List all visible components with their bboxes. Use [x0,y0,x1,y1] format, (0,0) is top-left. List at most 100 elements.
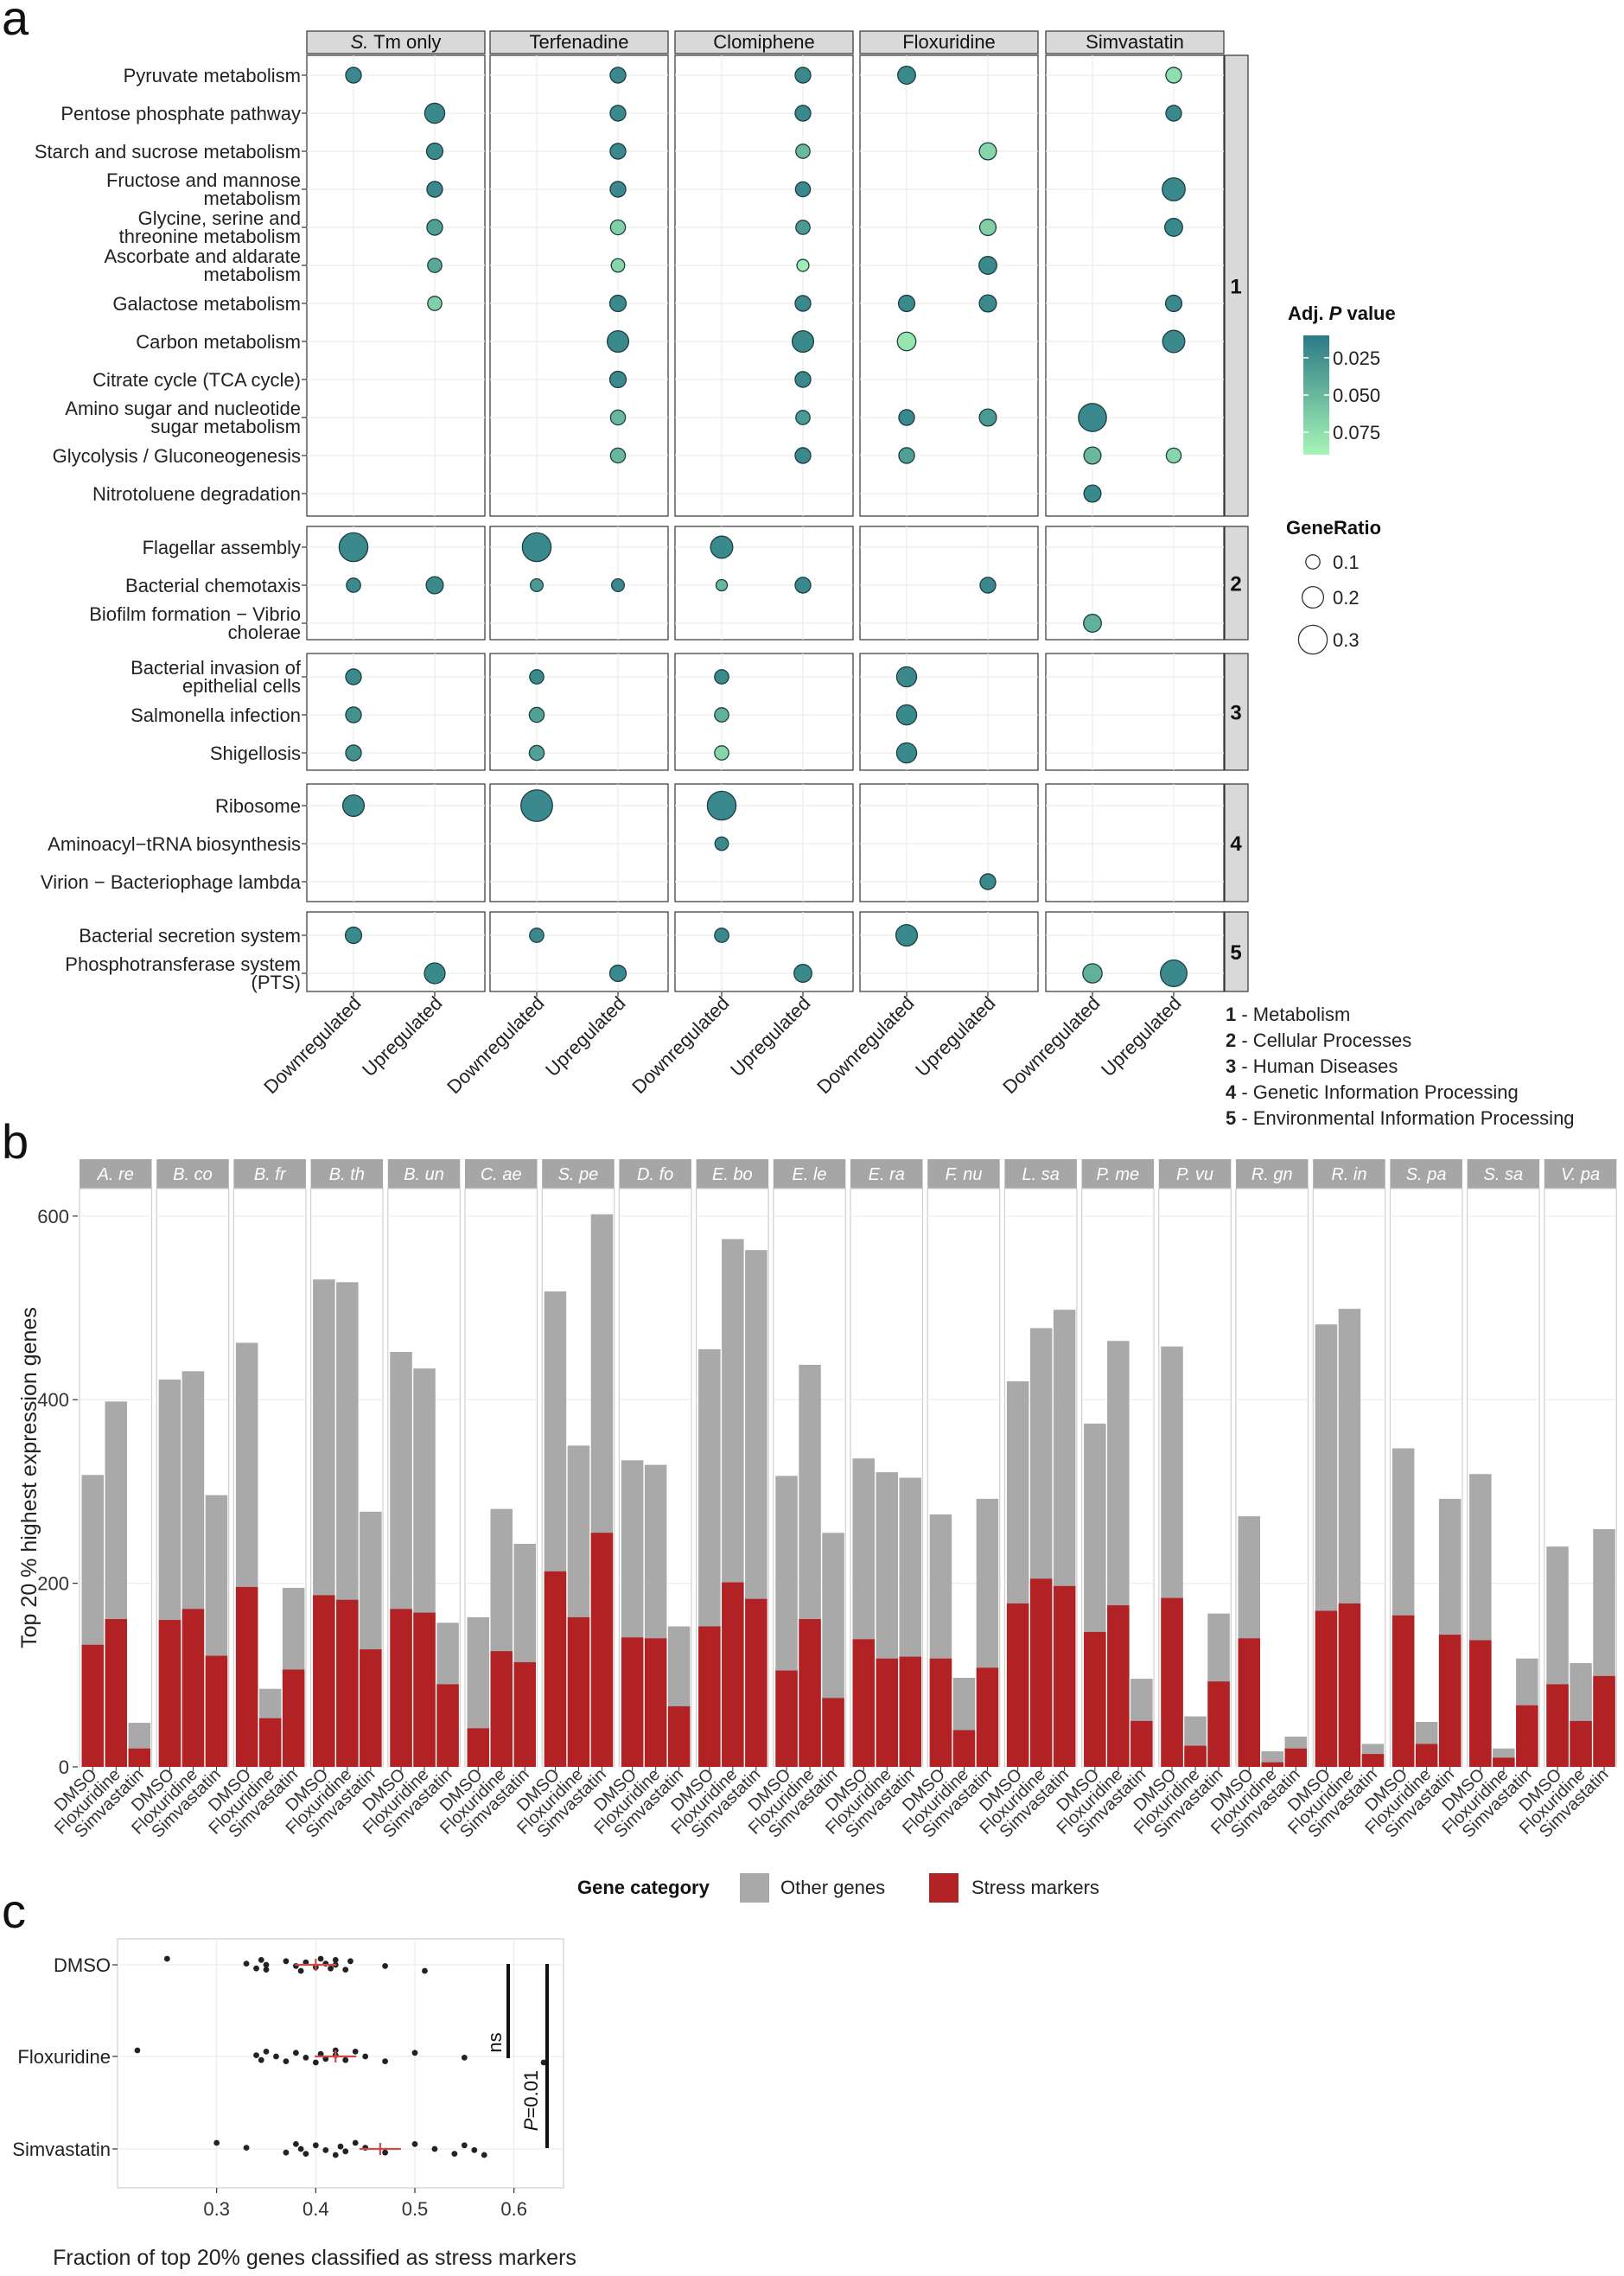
facet-panel-bg [674,653,854,771]
bubble-bacterial-chemotaxis-s-tm-only-upregulated [425,576,444,595]
bubble-starch-and-sucrose-metabolism-floxuridine-upregulated [978,142,997,161]
facet-strip-bg [859,30,1039,54]
bar-stress-v-pa-simvastatin [1593,1675,1615,1767]
color-legend: Adj. P value 0.025 0.050 0.075 [1288,303,1396,455]
bubble-bacterial-invasion-of-epithelial-cells-s-tm-only-downregulated [345,668,362,685]
bar-stress-a-re-simvastatin [128,1748,150,1767]
bar-stress-b-co-simvastatin [205,1655,228,1767]
bubble-carbon-metabolism-terfenadine-upregulated [606,329,630,354]
data-point-floxuridine [258,2056,264,2063]
y-tick-label: 0 [59,1756,69,1778]
data-point-floxuridine [352,2049,359,2055]
facet-strip-clomiphene: Clomiphene [674,30,854,54]
size-legend-label: 0.2 [1333,587,1360,609]
bubble-glycolysis-gluconeogenesis-clomiphene-upregulated [794,447,812,464]
bar-stress-b-th-floxuridine [336,1599,359,1767]
bubble-pyruvate-metabolism-s-tm-only-downregulated [345,67,362,84]
bubble-bacterial-chemotaxis-floxuridine-upregulated [979,577,997,594]
facet-panel-bg [1045,54,1225,517]
legend-swatch-other [740,1873,769,1903]
facet-panel-4-floxuridine [859,783,1039,902]
bar-stress-r-gn-simvastatin [1284,1748,1307,1767]
data-point-simvastatin [283,2149,290,2156]
legend-title: Gene category [577,1877,710,1898]
facet-strip-bg [80,1159,152,1189]
y-tick-label: 200 [37,1573,69,1595]
facet-strip-bg [773,1159,846,1189]
bar-stress-v-pa-floxuridine [1570,1720,1592,1767]
facet-panel-bg [489,783,669,902]
bubble-glycolysis-gluconeogenesis-simvastatin-upregulated [1165,447,1182,464]
bubble-bacterial-chemotaxis-s-tm-only-downregulated [346,577,361,593]
facet-strip-bg [387,1159,461,1189]
pathway-label-line: sugar metabolism [150,416,301,437]
facet-panel-2-s-tm-only [306,526,486,641]
bar-stress-r-gn-dmso [1238,1638,1260,1767]
bar-stress-c-ae-floxuridine [490,1651,513,1767]
bar-stress-e-bo-dmso [698,1626,721,1767]
pathway-label-line: Fructose and mannose [106,169,301,191]
facet-strip-label: R. gn [1251,1165,1293,1184]
color-legend-title: Adj. P value [1288,303,1396,324]
x-label-floxuridine-downregulated: Downregulated [812,992,918,1098]
facet-strip-bg [489,30,669,54]
pathway-label-virion-bacteriophage-lambda: Virion − Bacteriophage lambda [41,871,302,893]
pathway-label-line: Bacterial invasion of [131,657,302,679]
bubble-citrate-cycle-tca-cycle-clomiphene-upregulated [794,371,812,388]
bar-stress-s-pe-simvastatin [590,1533,614,1767]
bubble-phosphotransferase-system-pts-terfenadine-upregulated [608,964,627,983]
group-label-simvastatin: Simvastatin [12,2139,111,2160]
facet-strip-bg [674,30,854,54]
bubble-glycine-serine-and-threonine-metabolism-s-tm-only-upregulated [426,219,443,236]
data-point-dmso [422,1967,428,1974]
bar-stress-v-pa-dmso [1546,1684,1569,1767]
facet-panel-bg [489,526,669,641]
facet-strip-bg [619,1159,691,1189]
legend-title-prefix: Adj. [1288,303,1329,324]
x-tick-label: 0.3 [203,2198,230,2220]
facet-panel-3-terfenadine [489,653,669,771]
bubble-glycolysis-gluconeogenesis-terfenadine-upregulated [609,447,627,464]
bar-stress-p-vu-floxuridine [1184,1745,1207,1767]
bar-stress-l-sa-dmso [1006,1603,1029,1767]
group-strip-label: 2 [1230,573,1241,596]
group-strip-bg [1224,653,1249,771]
bar-stress-a-re-floxuridine [105,1619,127,1767]
facet-strip-bg [1158,1159,1232,1189]
bar-stress-r-in-dmso [1315,1610,1338,1767]
size-legend-label: 0.1 [1333,551,1360,573]
data-point-simvastatin [342,2148,349,2155]
bar-stress-b-un-simvastatin [436,1684,459,1767]
facet-panel-1-clomiphene [674,54,854,517]
bubble-bacterial-invasion-of-epithelial-cells-floxuridine-downregulated [895,666,918,688]
facet-strip-bg [1313,1159,1385,1189]
pathway-label-pentose-phosphate-pathway: Pentose phosphate pathway [61,103,301,124]
facet-panel-1-floxuridine [859,54,1039,517]
x-label-simvastatin-downregulated: Downregulated [998,992,1104,1098]
bubble-glycine-serine-and-threonine-metabolism-clomiphene-upregulated [795,220,811,235]
bubble-ascorbate-and-aldarate-metabolism-floxuridine-upregulated [978,256,997,275]
group-strip-label: 1 [1230,276,1241,299]
bubble-galactose-metabolism-s-tm-only-upregulated [427,296,443,311]
pathway-label-flagellar-assembly: Flagellar assembly [143,537,301,558]
bubble-aminoacyl-trna-biosynthesis-clomiphene-downregulated [714,836,729,851]
facet-strip-label: R. in [1331,1165,1366,1184]
facet-panel-3-simvastatin [1045,653,1225,771]
bubble-ribosome-terfenadine-downregulated [520,789,553,822]
pathway-label-nitrotoluene-degradation: Nitrotoluene degradation [92,483,301,505]
pathway-label-galactose-metabolism: Galactose metabolism [112,293,301,315]
facet-strip-bg [1045,30,1225,54]
facet-panel-3-s-tm-only [306,653,486,771]
pathway-label-starch-and-sucrose-metabolism: Starch and sucrose metabolism [35,141,301,163]
facet-strip-label: F. nu [945,1165,982,1184]
bar-stress-a-re-dmso [81,1644,104,1767]
pathway-label-bacterial-invasion-of-epithelial-cells: Bacterial invasion of epithelial cells [131,657,302,697]
facet-strip-label: C. ae [481,1165,522,1184]
facet-panel-bg [859,783,1039,902]
facet-panel-3-floxuridine [859,653,1039,771]
bubble-bacterial-chemotaxis-terfenadine-downregulated [529,577,545,593]
